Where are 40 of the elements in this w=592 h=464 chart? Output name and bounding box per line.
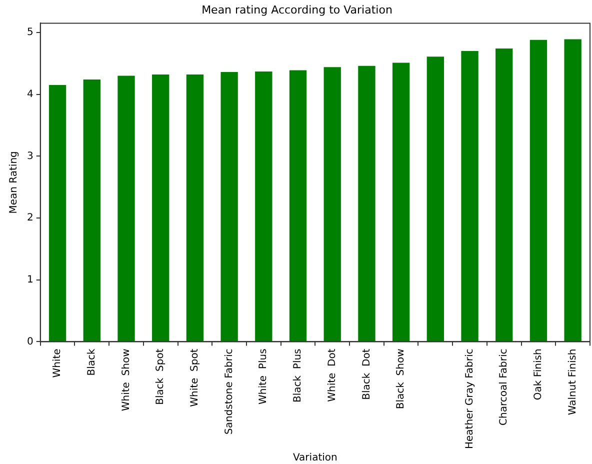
bar xyxy=(564,39,582,342)
y-tick-label: 1 xyxy=(26,274,34,286)
x-tick-label: White Plus xyxy=(258,348,270,405)
bar xyxy=(186,74,204,342)
bar xyxy=(83,79,100,342)
x-tick-label: Oak Finish xyxy=(533,348,544,400)
bar xyxy=(255,71,272,342)
bar xyxy=(220,72,238,342)
x-tick-label: White Spot xyxy=(190,348,201,407)
x-tick-label: White Show xyxy=(120,348,132,412)
bar xyxy=(530,40,548,342)
bar xyxy=(496,48,513,342)
bar xyxy=(358,66,376,342)
y-axis-title: Mean Rating xyxy=(8,151,20,214)
chart-title: Mean rating According to Variation xyxy=(202,3,392,16)
bar xyxy=(461,51,478,342)
y-tick-label: 4 xyxy=(26,88,34,100)
bar xyxy=(392,62,410,342)
x-tick-label: Black Dot xyxy=(361,348,372,400)
x-tick-label: Black Spot xyxy=(155,348,166,405)
x-tick-label: White Dot xyxy=(326,348,338,402)
bar xyxy=(152,74,170,342)
y-tick-label: 3 xyxy=(26,150,34,162)
x-axis-title: Variation xyxy=(292,452,338,464)
bar xyxy=(324,67,341,342)
y-tick-label: 5 xyxy=(26,27,34,38)
x-tick-label: White xyxy=(52,348,64,378)
bar xyxy=(426,56,444,342)
bar xyxy=(48,85,66,342)
x-tick-label: Black Plus xyxy=(292,348,304,402)
bar xyxy=(289,70,307,342)
x-tick-label: Charcoal Fabric xyxy=(498,348,510,426)
bar xyxy=(118,76,135,342)
x-tick-label: Sandstone Fabric xyxy=(224,348,235,434)
y-tick-label: 0 xyxy=(26,336,34,348)
x-tick-label: Walnut Finish xyxy=(567,348,578,416)
x-tick-label: Heather Gray Fabric xyxy=(464,348,476,450)
y-tick-label: 2 xyxy=(26,212,34,224)
x-tick-label: Black Show xyxy=(396,348,407,410)
x-tick-label: Black xyxy=(86,348,98,376)
